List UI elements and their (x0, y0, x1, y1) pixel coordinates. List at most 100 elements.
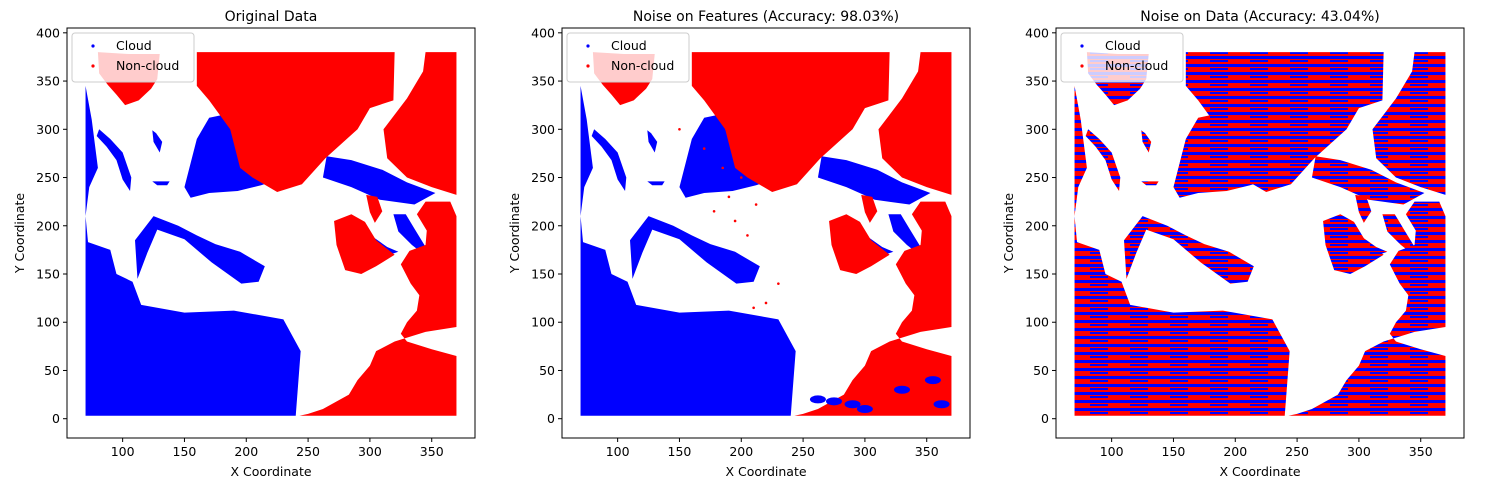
x-tick-label: 250 (296, 444, 320, 459)
y-tick-label: 250 (1025, 170, 1049, 185)
legend-box (566, 32, 690, 83)
non-cloud-region (1355, 194, 1372, 223)
noise-point (826, 397, 842, 406)
y-tick-label: 100 (531, 315, 555, 330)
cloud-region (152, 181, 170, 186)
cloud-region (1085, 129, 1121, 192)
cloud-legend-marker (91, 44, 95, 48)
scatter-points (1074, 52, 1446, 416)
noise-point (933, 400, 950, 409)
legend-label: Cloud (116, 38, 152, 53)
y-tick-label: 150 (1025, 267, 1049, 282)
x-tick-label: 100 (606, 444, 630, 459)
cloud-region (1074, 85, 1290, 416)
cloud-region (630, 216, 760, 284)
noise-point (844, 400, 861, 409)
non-cloud-region (878, 52, 952, 195)
noise-point (739, 176, 743, 179)
axes-frame (66, 27, 476, 439)
scatter-points (85, 52, 457, 416)
noise-point (856, 405, 873, 414)
non-cloud-legend-marker (1080, 64, 1084, 68)
non-cloud-region (299, 201, 457, 416)
non-cloud-region (829, 214, 890, 274)
y-tick-label: 50 (44, 363, 60, 378)
cloud-region (591, 129, 627, 192)
x-tick-label: 100 (111, 444, 135, 459)
noise-point (725, 127, 728, 131)
subplot-title: Noise on Data (Accuracy: 43.04%) (1140, 9, 1379, 25)
non-cloud-region (334, 214, 395, 274)
x-tick-label: 350 (420, 444, 444, 459)
non-cloud-region (1288, 201, 1446, 416)
cloud-region (1141, 130, 1152, 153)
noise-point (746, 234, 749, 237)
scatter-points (580, 52, 952, 416)
y-tick-label: 250 (531, 170, 555, 185)
noise-point (727, 195, 731, 199)
y-tick-label: 350 (531, 74, 555, 89)
y-tick-label: 100 (1025, 315, 1049, 330)
legend-label: Cloud (1105, 38, 1141, 53)
cloud-region (580, 85, 796, 416)
y-tick-label: 200 (36, 218, 60, 233)
x-axis-label: X Coordinate (725, 464, 806, 479)
cloud-region (322, 156, 436, 205)
x-tick-label: 200 (729, 444, 753, 459)
y-tick-label: 200 (531, 218, 555, 233)
noise-point (894, 385, 910, 394)
y-tick-label: 150 (531, 267, 555, 282)
x-tick-label: 150 (1162, 444, 1186, 459)
y-tick-label: 150 (36, 267, 60, 282)
cloud-region (85, 85, 301, 416)
legend: Cloud Non-cloud (1060, 32, 1184, 83)
y-tick-label: 250 (36, 170, 60, 185)
noise-point (712, 209, 716, 213)
x-tick-label: 300 (853, 444, 877, 459)
cloud-region (1311, 156, 1425, 205)
non-cloud-region (383, 52, 457, 195)
non-cloud-region (366, 194, 383, 223)
x-tick-label: 350 (915, 444, 939, 459)
y-axis-label: Y Coordinate (12, 193, 27, 274)
y-tick-label: 200 (1025, 218, 1049, 233)
non-cloud-region (861, 194, 878, 223)
cloud-legend-marker (586, 44, 590, 48)
legend-label: Cloud (611, 38, 647, 53)
x-tick-label: 250 (1285, 444, 1309, 459)
cloud-region (817, 156, 931, 205)
subplot-1: 100 150 200 250 300 350 0 50 100 150 200 250 300 350 4… (12, 9, 476, 479)
x-tick-label: 150 (668, 444, 692, 459)
axes-frame (561, 27, 971, 439)
noise-point (764, 301, 768, 305)
legend-box (1060, 32, 1184, 83)
non-cloud-region (691, 52, 890, 192)
x-tick-label: 350 (1409, 444, 1433, 459)
legend-label: Non-cloud (611, 58, 674, 73)
noise-point (924, 376, 941, 385)
noise-point (752, 306, 755, 310)
axes-frame (1055, 27, 1465, 439)
cloud-region (1124, 216, 1254, 284)
legend: Cloud Non-cloud (71, 32, 195, 83)
cloud-region (96, 129, 132, 192)
noise-point (733, 219, 737, 223)
subplot-2: 100 150 200 250 300 350 0 50 100 150 200 250 300 350 4… (507, 9, 971, 479)
subplot-title: Noise on Features (Accuracy: 98.03%) (633, 9, 899, 25)
x-tick-label: 100 (1100, 444, 1124, 459)
subplot-3: 100 150 200 250 300 350 0 50 100 150 200 250 300 350 4… (1001, 9, 1465, 479)
non-cloud-region (1372, 52, 1446, 195)
non-cloud-region (196, 52, 395, 192)
noise-point (721, 166, 725, 170)
x-tick-label: 300 (1347, 444, 1371, 459)
x-tick-label: 300 (358, 444, 382, 459)
y-tick-label: 0 (52, 411, 60, 426)
y-tick-label: 350 (36, 74, 60, 89)
cloud-region (1382, 214, 1416, 255)
y-axis-label: Y Coordinate (507, 193, 522, 274)
x-tick-label: 200 (1223, 444, 1247, 459)
cloud-region (135, 216, 265, 284)
y-tick-label: 400 (531, 25, 555, 40)
non-cloud-region (794, 201, 952, 416)
